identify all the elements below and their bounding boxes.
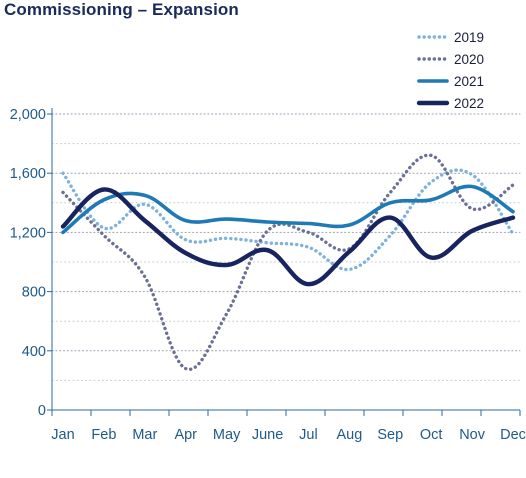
x-tick-label: May bbox=[213, 427, 241, 443]
y-tick-label: 400 bbox=[22, 344, 46, 360]
x-tick-label: June bbox=[252, 427, 283, 443]
x-tick-label: Jul bbox=[299, 427, 318, 443]
legend: 2019 2020 2021 2022 bbox=[416, 30, 484, 111]
series-line-2022 bbox=[60, 187, 516, 287]
x-tick-label: Feb bbox=[91, 427, 116, 443]
series-line-2021 bbox=[61, 184, 515, 235]
y-tick-label: 0 bbox=[38, 403, 46, 419]
x-tick-label: Sep bbox=[377, 427, 403, 443]
legend-label-2020: 2020 bbox=[454, 52, 484, 67]
series-line-2019 bbox=[61, 168, 515, 272]
x-axis: Jan Feb Mar Apr May June Jul Aug Sep Oct Nov Dec bbox=[51, 409, 526, 443]
x-tick-label: Aug bbox=[336, 427, 362, 443]
x-tick-label: Jan bbox=[51, 427, 74, 443]
y-tick-label: 2,000 bbox=[10, 107, 46, 123]
x-tick-label: Apr bbox=[174, 427, 197, 443]
x-tick-label: Dec bbox=[500, 427, 526, 443]
y-tick-label: 800 bbox=[22, 285, 46, 301]
chart-title: Commissioning – Expansion bbox=[4, 0, 239, 19]
series-lines bbox=[60, 153, 516, 372]
y-tick-label: 1,600 bbox=[10, 166, 46, 182]
x-tick-label: Mar bbox=[132, 427, 157, 443]
x-tick-label: Nov bbox=[459, 427, 486, 443]
x-tick-label: Oct bbox=[420, 427, 443, 443]
y-tick-label: 1,200 bbox=[10, 225, 46, 241]
legend-label-2019: 2019 bbox=[454, 30, 484, 45]
legend-label-2022: 2022 bbox=[454, 96, 484, 111]
y-axis: 0 400 800 1,200 1,600 2,000 bbox=[10, 107, 53, 419]
legend-label-2021: 2021 bbox=[454, 74, 484, 89]
series-line-2020 bbox=[61, 153, 515, 372]
